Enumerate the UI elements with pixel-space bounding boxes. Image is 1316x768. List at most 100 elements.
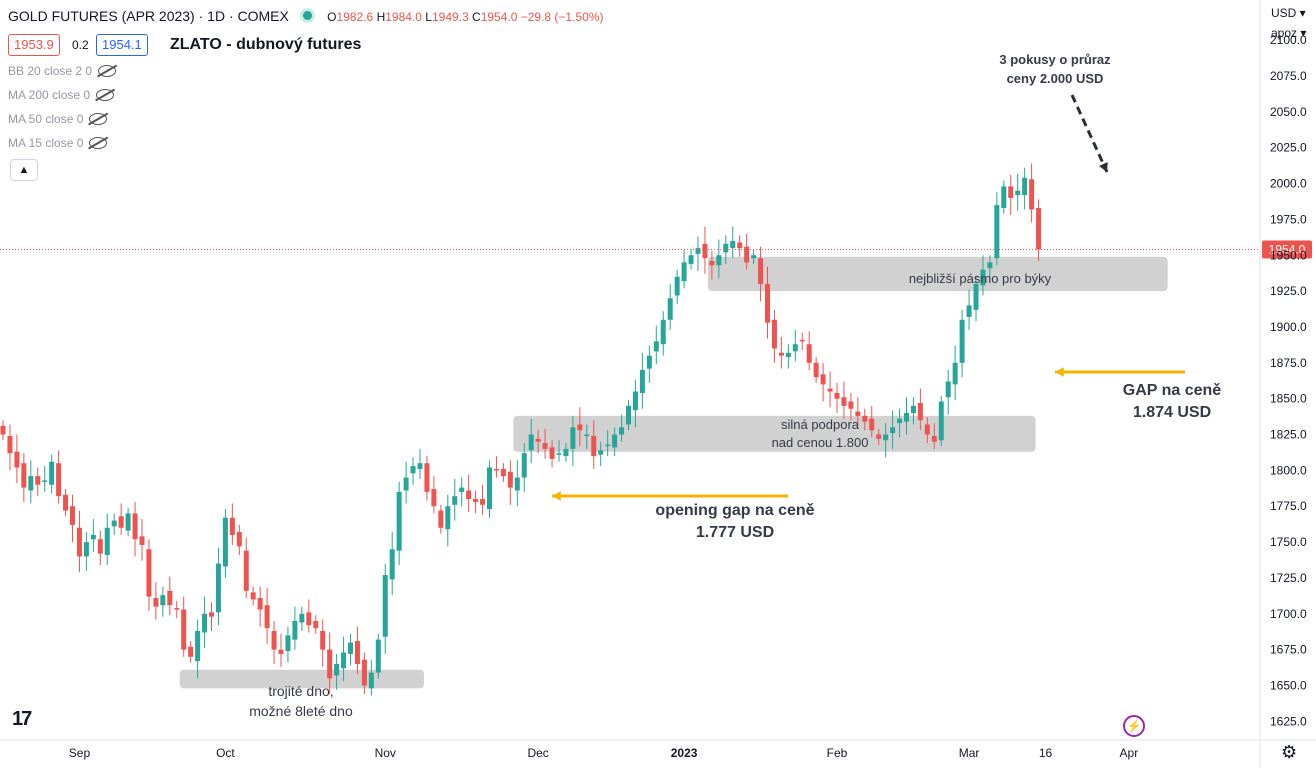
candle-body: [744, 246, 750, 263]
candle-body: [959, 319, 965, 363]
candle-body: [104, 527, 110, 555]
last-price-tag: [1262, 240, 1312, 259]
candle-body: [910, 405, 916, 414]
candle-body: [904, 413, 909, 422]
candle-body: [841, 397, 847, 406]
candle-body: [313, 620, 319, 629]
legend-header: GOLD FUTURES (APR 2023) · 1D · COMEX O19…: [8, 8, 603, 24]
eye-hidden-icon[interactable]: [89, 113, 108, 125]
ask-price[interactable]: 1954.1: [96, 34, 148, 56]
candle-body: [174, 608, 180, 610]
annotation-attempts: 3 pokusy o průraz ceny 2.000 USD: [999, 52, 1111, 86]
candle-body: [931, 435, 937, 442]
symbol-title[interactable]: GOLD FUTURES (APR 2023) · 1D · COMEX: [8, 8, 289, 24]
candle-body: [917, 402, 923, 421]
low-value: 1949.3: [431, 10, 469, 24]
y-tick-label: 1750.0: [1270, 535, 1307, 549]
candle-body: [556, 453, 562, 455]
scale-mode-selector[interactable]: apoz ▾: [1271, 26, 1307, 40]
zone-1: [513, 415, 1036, 452]
candle-body: [473, 499, 479, 502]
candle-body: [723, 243, 729, 253]
bid-price[interactable]: 1953.9: [8, 34, 60, 56]
y-tick-label: 1725.0: [1270, 571, 1307, 585]
candle-body: [139, 536, 145, 545]
candle-body: [35, 476, 41, 485]
eye-hidden-icon[interactable]: [89, 137, 108, 149]
candle-body: [236, 532, 242, 547]
indicator-bb[interactable]: BB 20 close 2 0: [8, 64, 117, 78]
eye-hidden-icon[interactable]: [96, 89, 115, 101]
candle-body: [299, 613, 305, 623]
candle-body: [855, 411, 861, 416]
zone-2: [707, 256, 1168, 292]
y-tick-label: 1950.0: [1270, 248, 1307, 262]
candle-body: [466, 490, 472, 500]
gear-icon[interactable]: ⚙: [1281, 742, 1298, 762]
close-value: 1954.0: [480, 10, 518, 24]
x-tick-label: Feb: [827, 746, 848, 760]
indicator-ma50[interactable]: MA 50 close 0: [8, 112, 108, 126]
candle-body: [271, 631, 277, 650]
x-tick-label: Sep: [69, 746, 91, 760]
candle-body: [535, 438, 541, 442]
candle-body: [848, 401, 854, 409]
candle-body: [869, 418, 875, 431]
x-tick-label: Mar: [959, 746, 980, 760]
change-value: −29.8 (−1.50%): [520, 10, 604, 24]
currency-selector[interactable]: USD ▾: [1271, 6, 1306, 20]
y-tick-label: 1875.0: [1270, 356, 1307, 370]
candle-body: [215, 563, 221, 613]
candle-body: [132, 513, 138, 540]
candle-body: [771, 319, 777, 349]
candle-body: [396, 491, 402, 551]
indicator-ma15[interactable]: MA 15 close 0: [8, 136, 108, 150]
candle-body: [785, 352, 791, 358]
ohlc-values: O1982.6 H1984.0 L1949.3 C1954.0 −29.8 (−…: [327, 10, 604, 24]
candle-body: [257, 598, 263, 610]
y-tick-label: 1675.0: [1270, 643, 1307, 657]
attempts-arrow-head: [1099, 162, 1108, 172]
y-tick-label: 1900.0: [1270, 320, 1307, 334]
y-tick-label: 2000.0: [1270, 177, 1307, 191]
chevron-up-icon[interactable]: ▲: [10, 159, 38, 181]
last-price-label: 1954.0: [1269, 243, 1306, 257]
candle-body: [0, 425, 6, 435]
annotation-opening-gap: opening gap na ceně 1.777 USD: [655, 502, 815, 541]
candle-body: [146, 549, 152, 597]
candle-body: [229, 517, 235, 535]
candle-body: [1008, 186, 1014, 198]
candle-body: [202, 613, 208, 633]
candle-body: [424, 463, 430, 492]
candle-body: [626, 405, 631, 425]
candle-body: [952, 362, 958, 385]
candle-body: [500, 468, 506, 477]
y-tick-label: 1775.0: [1270, 499, 1307, 513]
candle-body: [681, 262, 687, 282]
y-tick-label: 1650.0: [1270, 679, 1307, 693]
y-tick-label: 2075.0: [1270, 69, 1307, 83]
candle-body: [410, 466, 416, 474]
x-tick-label: 16: [1039, 746, 1053, 760]
indicator-ma200[interactable]: MA 200 close 0: [8, 88, 115, 102]
candle-body: [598, 450, 604, 455]
candle-body: [153, 598, 159, 607]
eye-hidden-icon[interactable]: [98, 65, 117, 77]
x-tick-label: 2023: [671, 746, 698, 760]
candle-body: [445, 506, 451, 530]
candle-body: [639, 370, 645, 393]
candle-body: [250, 592, 256, 600]
flash-icon[interactable]: ⚡: [1123, 715, 1145, 737]
candle-body: [56, 463, 62, 497]
candle-body: [549, 447, 555, 459]
candle-body: [278, 649, 284, 654]
candle-body: [1015, 190, 1021, 196]
candle-body: [653, 341, 659, 352]
candle-body: [792, 344, 798, 352]
candle-body: [980, 269, 986, 286]
tradingview-logo[interactable]: 17: [12, 708, 32, 730]
candle-body: [973, 283, 979, 310]
candle-body: [945, 381, 951, 398]
candle-body: [924, 424, 930, 435]
